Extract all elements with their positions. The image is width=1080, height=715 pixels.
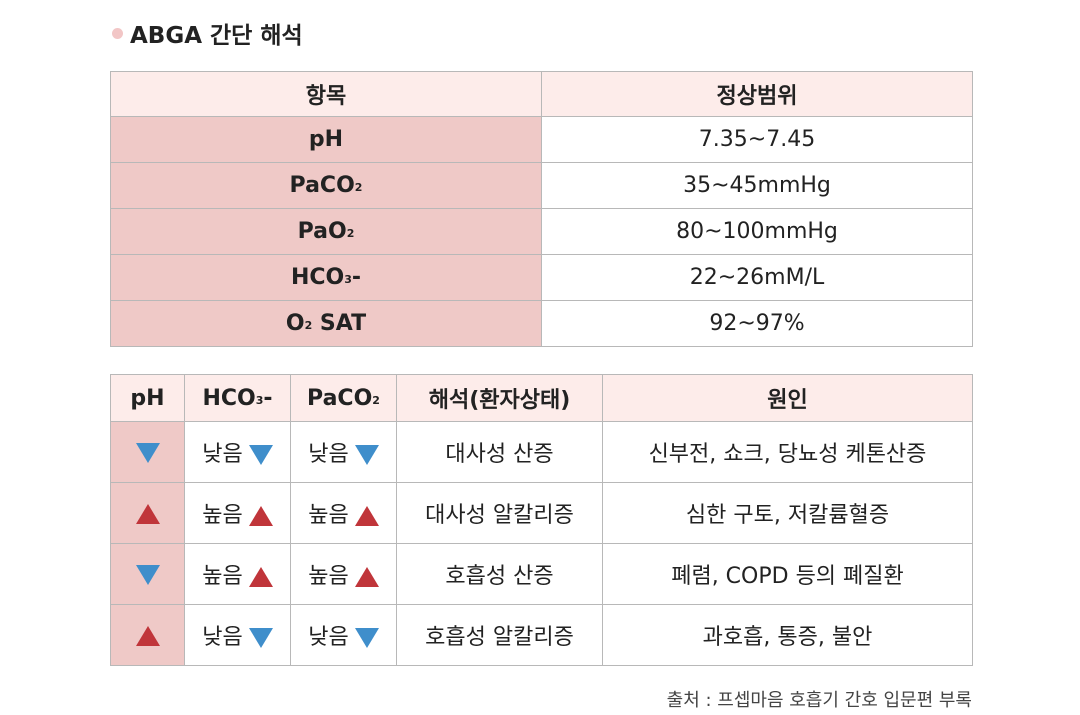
header-range: 정상범위	[541, 71, 973, 117]
table-row: PaO2 80~100mmHg	[110, 208, 973, 255]
interpretation-cell: 대사성 알칼리증	[396, 482, 603, 544]
cause-cell: 신부전, 쇼크, 당뇨성 케톤산증	[602, 421, 973, 483]
up-triangle-icon	[135, 625, 160, 646]
paco2-cell: 낮음	[290, 421, 397, 483]
normal-range-header-row: 항목 정상범위	[110, 71, 973, 117]
header-cause: 원인	[602, 374, 973, 422]
hco3-cell: 높음	[184, 543, 291, 605]
page-title: ABGA 간단 해석	[112, 16, 303, 50]
item-ph: pH	[110, 116, 542, 163]
ph-indicator	[110, 482, 185, 544]
up-triangle-icon	[354, 567, 379, 587]
item-hco3: HCO3-	[110, 254, 542, 301]
down-triangle-icon	[354, 445, 379, 465]
table-row: 낮음 낮음 호흡성 알칼리증 과호흡, 통증, 불안	[110, 604, 973, 666]
paco2-cell: 높음	[290, 482, 397, 544]
table-row: HCO3- 22~26mM/L	[110, 254, 973, 301]
interpretation-table: pH HCO3- PaCO2 해석(환자상태) 원인 낮음 낮음 대사성 산증 신부전…	[110, 374, 973, 666]
up-triangle-icon	[248, 506, 273, 526]
range-ph: 7.35~7.45	[541, 116, 973, 163]
header-ph: pH	[110, 374, 185, 422]
down-triangle-icon	[135, 564, 160, 585]
table-row: 낮음 낮음 대사성 산증 신부전, 쇼크, 당뇨성 케톤산증	[110, 421, 973, 483]
item-o2sat: O2 SAT	[110, 300, 542, 347]
ph-indicator	[110, 604, 185, 666]
ph-indicator	[110, 543, 185, 605]
range-o2sat: 92~97%	[541, 300, 973, 347]
table-row: 높음 높음 대사성 알칼리증 심한 구토, 저칼륨혈증	[110, 482, 973, 544]
item-paco2: PaCO2	[110, 162, 542, 209]
interpretation-cell: 호흡성 산증	[396, 543, 603, 605]
header-hco3: HCO3-	[184, 374, 291, 422]
table-row: 높음 높음 호흡성 산증 폐렴, COPD 등의 폐질환	[110, 543, 973, 605]
range-pao2: 80~100mmHg	[541, 208, 973, 255]
source-note: 출처 : 프셉마음 호흡기 간호 입문편 부록	[666, 690, 972, 711]
down-triangle-icon	[248, 628, 273, 648]
header-interpretation: 해석(환자상태)	[396, 374, 603, 422]
hco3-cell: 낮음	[184, 421, 291, 483]
cause-cell: 과호흡, 통증, 불안	[602, 604, 973, 666]
cause-cell: 심한 구토, 저칼륨혈증	[602, 482, 973, 544]
ph-indicator	[110, 421, 185, 483]
item-pao2: PaO2	[110, 208, 542, 255]
paco2-cell: 낮음	[290, 604, 397, 666]
cause-cell: 폐렴, COPD 등의 폐질환	[602, 543, 973, 605]
up-triangle-icon	[248, 567, 273, 587]
normal-range-table: 항목 정상범위 pH 7.35~7.45 PaCO2 35~45mmHg PaO…	[110, 71, 973, 347]
header-item: 항목	[110, 71, 542, 117]
header-paco2: PaCO2	[290, 374, 397, 422]
hco3-cell: 낮음	[184, 604, 291, 666]
hco3-cell: 높음	[184, 482, 291, 544]
interpretation-header-row: pH HCO3- PaCO2 해석(환자상태) 원인	[110, 374, 973, 422]
down-triangle-icon	[248, 445, 273, 465]
page-title-text: ABGA 간단 해석	[130, 23, 303, 49]
up-triangle-icon	[354, 506, 379, 526]
table-row: pH 7.35~7.45	[110, 116, 973, 163]
bullet-dot-icon	[112, 27, 123, 39]
down-triangle-icon	[354, 628, 379, 648]
range-paco2: 35~45mmHg	[541, 162, 973, 209]
table-row: PaCO2 35~45mmHg	[110, 162, 973, 209]
paco2-cell: 높음	[290, 543, 397, 605]
interpretation-cell: 호흡성 알칼리증	[396, 604, 603, 666]
up-triangle-icon	[135, 503, 160, 524]
table-row: O2 SAT 92~97%	[110, 300, 973, 347]
range-hco3: 22~26mM/L	[541, 254, 973, 301]
down-triangle-icon	[135, 442, 160, 463]
interpretation-cell: 대사성 산증	[396, 421, 603, 483]
